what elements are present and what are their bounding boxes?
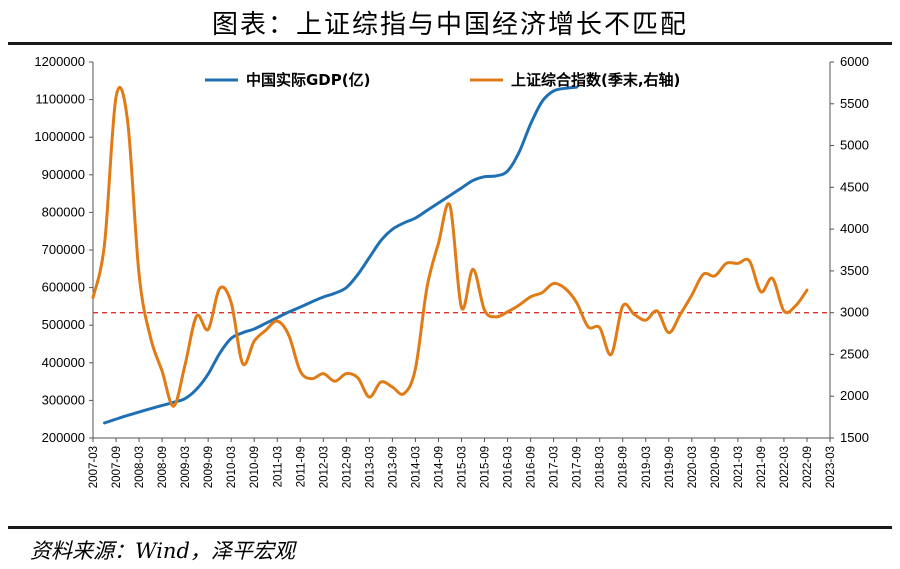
x-tick-label: 2018-03 (595, 446, 607, 488)
x-tick-label: 2017-09 (572, 446, 584, 488)
y-left-tick-label: 1100000 (35, 92, 85, 107)
x-tick-label: 2020-03 (687, 446, 699, 488)
x-tick-label: 2020-09 (710, 446, 722, 488)
x-tick-label: 2015-09 (480, 446, 492, 488)
x-tick-label: 2012-03 (318, 446, 330, 488)
y-left-tick-label: 1000000 (34, 129, 85, 144)
y-left-tick-label: 200000 (42, 430, 85, 445)
y-right-tick-label: 2000 (840, 388, 869, 403)
y-left-tick-label: 700000 (42, 242, 85, 257)
y-right-tick-label: 3500 (840, 263, 869, 278)
y-right-tick-label: 5500 (840, 96, 869, 111)
chart-title: 图表：上证综指与中国经济增长不匹配 (211, 10, 688, 40)
y-right-tick-label: 2500 (840, 346, 869, 361)
bottom-divider (8, 526, 892, 529)
x-tick-label: 2007-09 (111, 446, 123, 488)
y-left-tick-label: 300000 (42, 392, 85, 407)
y-right-tick-label: 3000 (840, 305, 869, 320)
y-left-tick-label: 400000 (42, 355, 85, 370)
x-tick-label: 2015-03 (457, 446, 469, 488)
x-tick-label: 2013-03 (364, 446, 376, 488)
x-tick-label: 2022-03 (779, 446, 791, 488)
x-tick-label: 2019-09 (664, 446, 676, 488)
x-tick-label: 2019-03 (641, 446, 653, 488)
y-right-tick-label: 5000 (840, 138, 869, 153)
x-tick-label: 2014-03 (410, 446, 422, 488)
x-tick-label: 2021-09 (756, 446, 768, 488)
x-tick-label: 2014-09 (433, 446, 445, 488)
x-tick-label: 2011-09 (295, 446, 307, 487)
y-left-tick-label: 800000 (42, 204, 85, 219)
x-tick-label: 2012-09 (341, 446, 353, 488)
legend-label: 上证综合指数(季末,右轴) (511, 71, 680, 89)
x-tick-label: 2008-09 (157, 446, 169, 488)
x-tick-label: 2013-09 (387, 446, 399, 488)
legend-label: 中国实际GDP(亿) (246, 71, 370, 89)
x-tick-label: 2016-03 (503, 446, 515, 488)
y-right-tick-label: 6000 (840, 54, 869, 69)
y-left-tick-label: 600000 (42, 280, 85, 295)
x-tick-label: 2022-09 (802, 446, 814, 488)
series-line-gdp (103, 85, 579, 425)
x-tick-label: 2016-09 (526, 446, 538, 488)
y-left-tick-label: 900000 (42, 167, 85, 182)
x-tick-label: 2009-03 (180, 446, 192, 488)
y-right-tick-label: 4000 (840, 221, 869, 236)
x-tick-label: 2007-03 (88, 446, 100, 488)
x-tick-label: 2018-09 (618, 446, 630, 488)
x-tick-label: 2010-09 (249, 446, 261, 488)
x-tick-label: 2023-03 (825, 446, 837, 488)
y-right-tick-label: 1500 (840, 430, 869, 445)
x-tick-label: 2008-03 (134, 446, 146, 488)
top-divider (8, 42, 892, 45)
y-left-tick-label: 500000 (42, 317, 85, 332)
source-note: 资料来源：Wind，泽平宏观 (30, 539, 295, 563)
y-left-tick-label: 1200000 (34, 54, 85, 69)
x-tick-label: 2011-03 (272, 446, 284, 487)
y-right-tick-label: 4500 (840, 179, 869, 194)
x-tick-label: 2017-03 (549, 446, 561, 488)
x-tick-label: 2021-03 (733, 446, 745, 488)
x-tick-label: 2009-09 (203, 446, 215, 488)
series-line-shanghai-index (91, 85, 809, 408)
x-tick-label: 2010-03 (226, 446, 238, 488)
